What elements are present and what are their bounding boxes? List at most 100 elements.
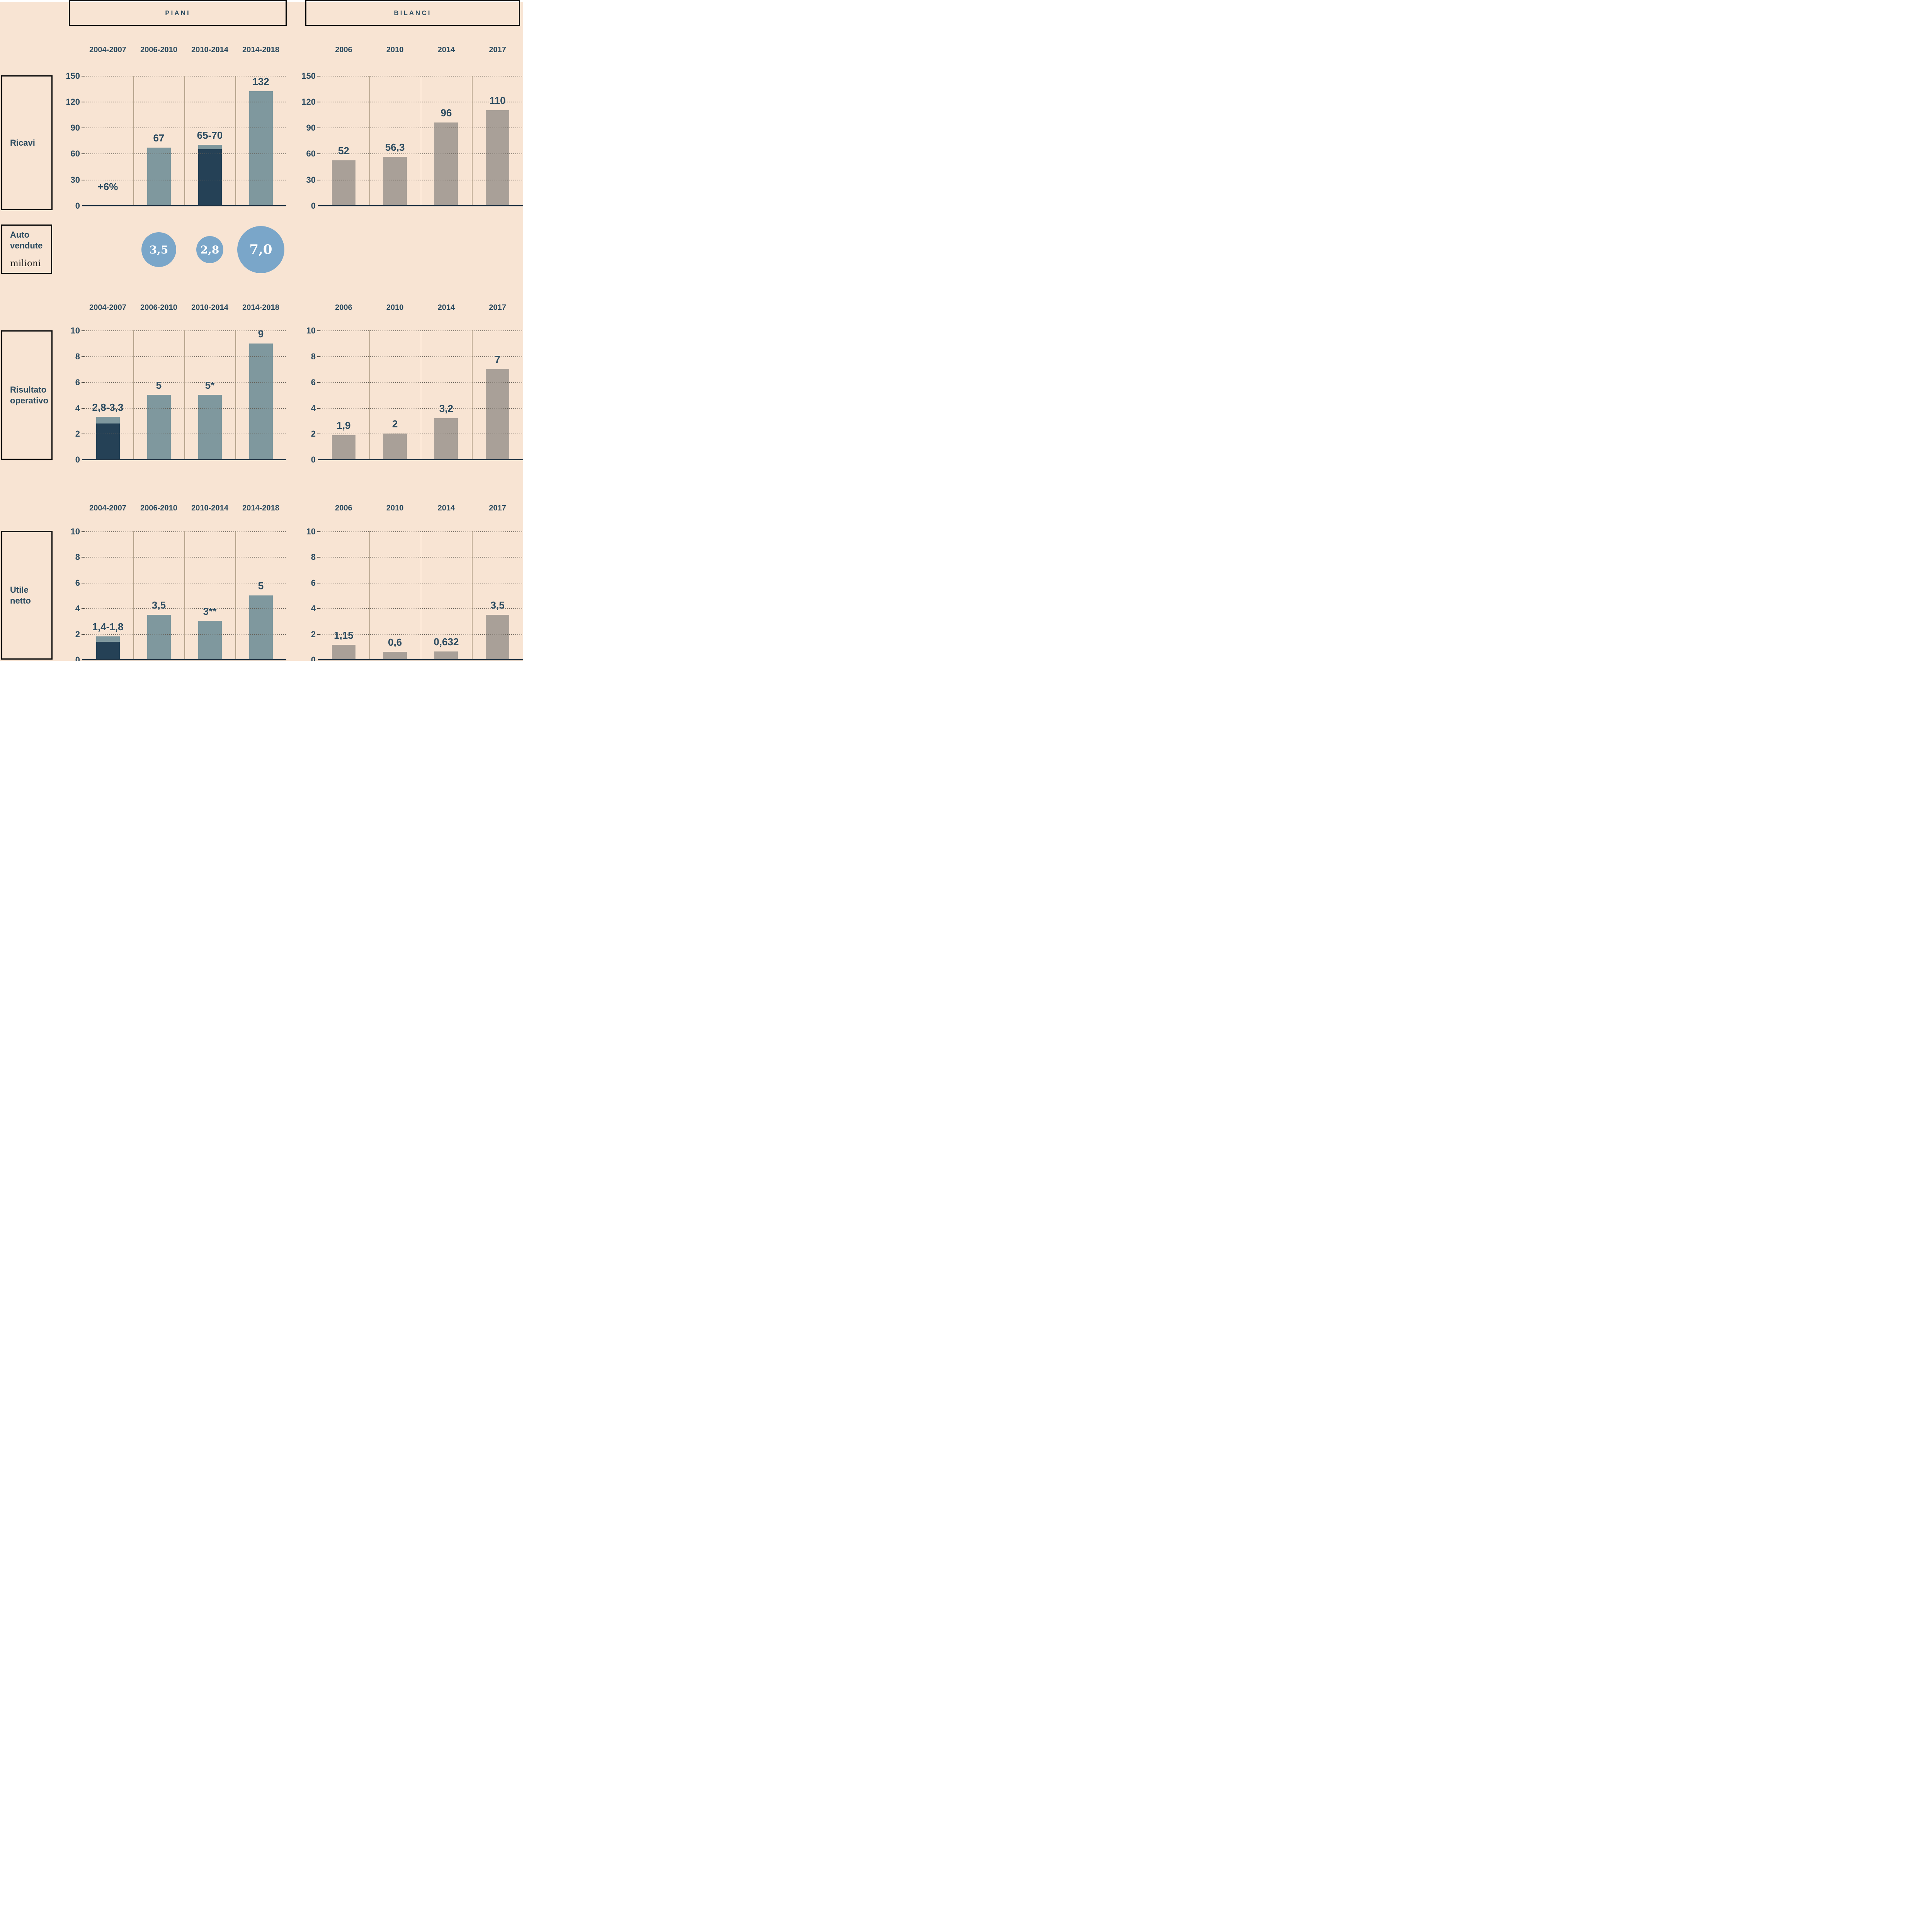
- gridline: [82, 608, 286, 609]
- bar: [434, 418, 458, 460]
- y-tick-label: 120: [301, 97, 316, 107]
- column-header: 2004-2007: [89, 303, 126, 312]
- bar-value-label: 5: [156, 379, 162, 391]
- column-separator: [133, 75, 134, 206]
- gridline: [82, 557, 286, 558]
- y-tick-label: 2: [75, 429, 80, 439]
- column-header: 2006: [335, 504, 352, 512]
- y-tick-label: 8: [311, 352, 316, 362]
- row-label-ricavi: Ricavi: [1, 75, 53, 210]
- y-tick-label: 90: [306, 123, 316, 133]
- gridline: [318, 408, 523, 409]
- gridline: [318, 531, 523, 532]
- bar-value-label: 7: [495, 354, 500, 366]
- bar: [198, 149, 222, 206]
- gridline: [82, 153, 286, 155]
- risultato-label-line1: Risultato: [10, 384, 47, 395]
- gridline: [318, 153, 523, 155]
- bubble: 3,5: [141, 232, 176, 267]
- y-tick-label: 4: [311, 403, 316, 413]
- column-header: 2010-2014: [191, 303, 228, 312]
- bar-value-label: 3**: [203, 605, 217, 617]
- column-header: 2006: [335, 303, 352, 312]
- y-tick-label: 150: [66, 71, 80, 81]
- bar-value-label: 0,632: [434, 636, 459, 648]
- bar: [198, 395, 222, 460]
- bar: [96, 423, 120, 460]
- bar-value-label: 1,4-1,8: [92, 621, 124, 633]
- bar-value-label: 96: [440, 107, 452, 119]
- column-header: 2006-2010: [140, 504, 177, 512]
- bar-value-label: 3,5: [490, 599, 505, 611]
- gridline: [318, 356, 523, 357]
- bar-value-label: 52: [338, 145, 349, 157]
- header-box-piani: PIANI: [69, 0, 287, 26]
- bar: [383, 652, 407, 660]
- bar-range-cap: [96, 417, 120, 423]
- header-piani-label: PIANI: [165, 9, 190, 17]
- gridline: [318, 75, 523, 77]
- column-separator: [235, 75, 236, 206]
- bar-range-cap: [198, 145, 222, 150]
- column-separator: [133, 531, 134, 660]
- column-header: 2014-2018: [242, 303, 279, 312]
- y-tick-label: 4: [75, 403, 80, 413]
- bar: [147, 395, 171, 460]
- column-separator: [369, 330, 370, 460]
- gridline: [82, 634, 286, 635]
- y-tick-label: 2: [311, 629, 316, 639]
- ricavi-label: Ricavi: [10, 138, 35, 148]
- utile-label-line2: netto: [10, 595, 31, 605]
- bar-value-label: 65-70: [197, 129, 223, 141]
- axis-baseline: [82, 659, 286, 661]
- bar-value-label: 2,8-3,3: [92, 401, 124, 413]
- bar: [383, 434, 407, 460]
- column-header: 2006-2010: [140, 46, 177, 54]
- y-tick-label: 2: [75, 629, 80, 639]
- column-header: 2010-2014: [191, 504, 228, 512]
- column-separator: [420, 330, 421, 460]
- y-tick-label: 60: [70, 149, 80, 159]
- bar: [249, 595, 273, 660]
- column-header: 2014: [437, 46, 455, 54]
- bar-value-label: 1,15: [334, 629, 354, 641]
- row-label-auto-vendute: Auto vendute milioni: [1, 224, 52, 274]
- auto-vendute-label-block: Auto vendute: [10, 230, 51, 251]
- column-separator: [420, 75, 421, 206]
- column-header: 2017: [489, 46, 506, 54]
- bar: [96, 641, 120, 660]
- column-header: 2010: [386, 46, 404, 54]
- gridline: [82, 75, 286, 77]
- column-header: 2014-2018: [242, 504, 279, 512]
- auto-label-milioni: milioni: [10, 259, 41, 269]
- column-separator: [369, 531, 370, 660]
- column-separator: [472, 531, 473, 660]
- gridline: [82, 356, 286, 357]
- column-separator: [235, 330, 236, 460]
- column-separator: [420, 531, 421, 660]
- y-tick-label: 0: [311, 201, 316, 211]
- column-header: 2010-2014: [191, 46, 228, 54]
- y-tick-label: 10: [70, 326, 80, 336]
- bar: [486, 110, 510, 206]
- y-tick-label: 8: [75, 352, 80, 362]
- column-header: 2017: [489, 504, 506, 512]
- bar: [383, 156, 407, 206]
- row-label-utile: Utile netto: [1, 531, 53, 660]
- axis-baseline: [82, 205, 286, 206]
- bubble: 2,8: [196, 236, 223, 263]
- gridline: [318, 330, 523, 332]
- y-tick-label: 8: [311, 552, 316, 562]
- y-tick-label: 0: [75, 655, 80, 661]
- auto-label-line1: Auto: [10, 230, 30, 240]
- auto-label-line2: vendute: [10, 241, 43, 250]
- bar: [147, 614, 171, 660]
- bar-value-label: 5*: [205, 379, 215, 391]
- column-header: 2010: [386, 303, 404, 312]
- gridline: [318, 557, 523, 558]
- gridline: [318, 634, 523, 635]
- bar: [486, 369, 510, 460]
- column-separator: [184, 531, 185, 660]
- bar-value-label: 67: [153, 132, 165, 144]
- bar: [198, 621, 222, 660]
